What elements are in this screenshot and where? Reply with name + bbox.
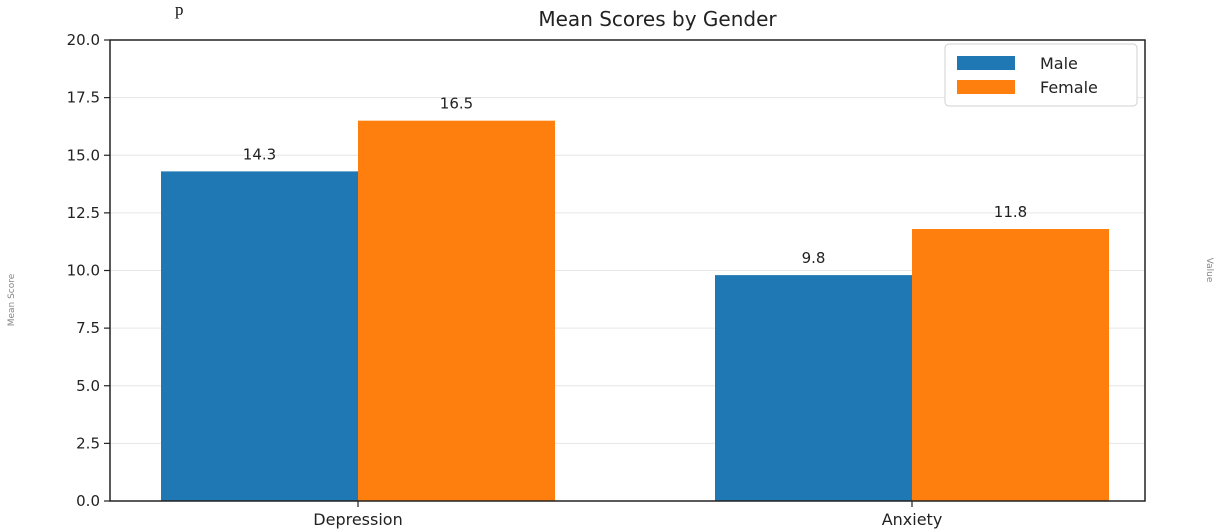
bar-label-male-depression: 14.3: [243, 145, 276, 163]
y-axis-label: Mean Score: [7, 273, 17, 326]
caption-fragment: p: [175, 0, 184, 19]
legend-swatch-male: [957, 56, 1015, 70]
bar-male-depression: [161, 171, 358, 501]
y-tick-label: 10.0: [67, 262, 100, 280]
legend-label-female: Female: [1040, 78, 1098, 97]
bar-female-depression: [358, 120, 555, 502]
x-tick-label: Depression: [313, 510, 402, 529]
legend: Male Female: [944, 43, 1138, 107]
bar-label-female-anxiety: 11.8: [994, 203, 1027, 221]
bars: [161, 120, 1109, 502]
y-tick-label: 17.5: [67, 89, 100, 107]
y-axis-ticks: 0.0 2.5 5.0 7.5 10.0 12.5 15.0 17.5 20.0: [67, 31, 110, 510]
bar-label-female-depression: 16.5: [440, 95, 473, 113]
y-tick-label: 2.5: [76, 434, 100, 452]
bar-label-male-anxiety: 9.8: [802, 249, 826, 267]
bar-male-anxiety: [715, 275, 912, 501]
bar-female-anxiety: [912, 229, 1109, 501]
bar-value-labels: 14.3 16.5 9.8 11.8: [243, 95, 1027, 267]
legend-label-male: Male: [1040, 54, 1078, 73]
y-tick-label: 7.5: [76, 319, 100, 337]
y-tick-label: 12.5: [67, 204, 100, 222]
y-tick-label: 20.0: [67, 31, 100, 49]
y-tick-label: 15.0: [67, 146, 100, 164]
right-side-label: Value: [1204, 258, 1214, 283]
x-axis-ticks: Depression Anxiety: [313, 501, 942, 529]
legend-swatch-female: [957, 80, 1015, 94]
chart-title: Mean Scores by Gender: [538, 7, 777, 31]
y-tick-label: 0.0: [76, 492, 100, 510]
x-tick-label: Anxiety: [882, 510, 943, 529]
y-tick-label: 5.0: [76, 377, 100, 395]
